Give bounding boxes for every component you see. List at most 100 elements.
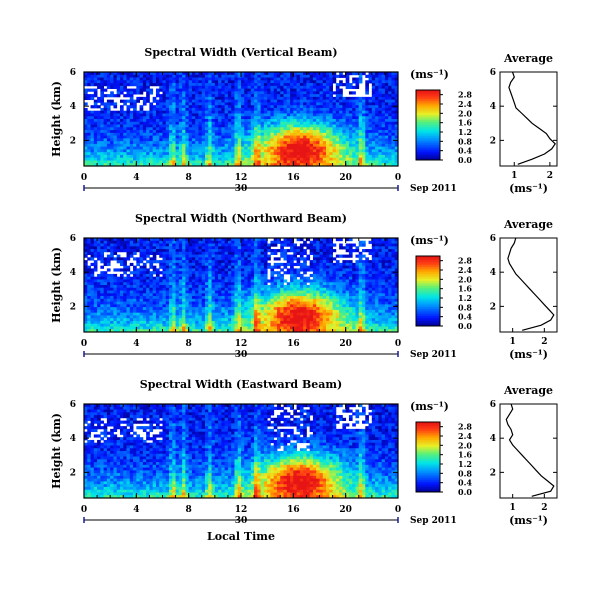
heatmap-cell (149, 323, 154, 327)
heatmap-cell (136, 246, 140, 250)
heatmap-cell (208, 149, 212, 153)
heatmap-cell (319, 99, 324, 103)
heatmap-cell (90, 141, 95, 145)
heatmap-cell (394, 119, 399, 123)
heatmap-cell (205, 110, 209, 114)
heatmap-cell (198, 276, 203, 280)
heatmap-cell (211, 119, 216, 123)
heatmap-cell (205, 307, 209, 311)
heatmap-cell (198, 152, 203, 156)
heatmap-cell (365, 88, 369, 92)
heatmap-cell (110, 138, 114, 142)
heatmap-cell (241, 74, 245, 78)
heatmap-cell (113, 282, 118, 286)
heatmap-cell (172, 121, 176, 125)
heatmap-cell (126, 72, 131, 76)
heatmap-cell (172, 271, 176, 275)
heatmap-cell (97, 290, 101, 294)
heatmap-cell (119, 127, 124, 131)
heatmap-cell (273, 80, 278, 84)
heatmap-cell (205, 74, 209, 78)
heatmap-cell (142, 130, 147, 134)
heatmap-cell (345, 74, 350, 78)
heatmap-cell (113, 119, 118, 123)
heatmap-cell (241, 138, 245, 142)
heatmap-cell (142, 124, 147, 128)
heatmap-cell (339, 143, 343, 148)
heatmap-cell (283, 85, 288, 89)
heatmap-cell (100, 238, 105, 242)
heatmap-cell (329, 77, 333, 81)
heatmap-cell (378, 135, 383, 139)
heatmap-cell (254, 138, 258, 142)
heatmap-cell (260, 143, 265, 148)
heatmap-cell (198, 143, 203, 148)
heatmap-cell (270, 160, 275, 164)
heatmap-cell (205, 88, 209, 92)
heatmap-cell (90, 312, 95, 316)
heatmap-cell (113, 304, 118, 308)
heatmap-cell (224, 246, 229, 250)
heatmap-cell (185, 243, 190, 247)
heatmap-cell (234, 296, 239, 300)
heatmap-cell (195, 285, 199, 289)
heatmap-cell (358, 80, 363, 84)
heatmap-cell (335, 91, 340, 95)
heatmap-cell (152, 163, 157, 167)
heatmap-cell (146, 154, 150, 159)
heatmap-cell (142, 85, 147, 89)
heatmap-cell (227, 124, 232, 128)
heatmap-cell (142, 138, 147, 142)
heatmap-cell (227, 135, 232, 139)
heatmap-cell (335, 83, 340, 87)
heatmap-cell (384, 72, 389, 76)
heatmap-cell (185, 323, 190, 327)
heatmap-cell (205, 282, 209, 286)
heatmap-cell (231, 74, 235, 78)
heatmap-cell (113, 124, 118, 128)
heatmap-cell (309, 77, 314, 81)
heatmap-cell (247, 240, 252, 244)
heatmap-cell (169, 257, 173, 261)
heatmap-cell (208, 251, 212, 255)
heatmap-cell (312, 105, 317, 109)
heatmap-cell (329, 127, 333, 131)
heatmap-cell (335, 138, 340, 142)
heatmap-cell (129, 246, 134, 250)
heatmap-cell (250, 160, 255, 164)
heatmap-cell (394, 154, 399, 159)
heatmap-cell (231, 238, 235, 242)
heatmap-cell (103, 72, 108, 76)
heatmap-cell (149, 315, 154, 319)
heatmap-cell (231, 312, 235, 316)
heatmap-cell (123, 304, 127, 308)
heatmap-cell (263, 149, 268, 153)
heatmap-cell (198, 88, 203, 92)
heatmap-cell (136, 293, 140, 297)
heatmap-cell (250, 141, 255, 145)
heatmap-cell (139, 88, 144, 92)
heatmap-cell (270, 110, 275, 114)
colorbar-segment (416, 95, 440, 98)
heatmap-cell (133, 282, 137, 286)
heatmap-cell (93, 83, 98, 87)
heatmap-cell (237, 315, 242, 319)
heatmap-cell (201, 285, 206, 289)
heatmap-cell (355, 157, 360, 161)
heatmap-cell (234, 323, 239, 327)
heatmap-cell (195, 257, 199, 261)
heatmap-cell (178, 326, 183, 330)
heatmap-cell (155, 320, 160, 325)
heatmap-cell (316, 152, 320, 156)
heatmap-cell (218, 110, 222, 114)
heatmap-cell (84, 119, 88, 123)
heatmap-cell (188, 309, 193, 314)
heatmap-cell (368, 77, 373, 81)
heatmap-cell (106, 113, 111, 117)
heatmap-cell (87, 326, 91, 330)
heatmap-cell (211, 238, 216, 242)
heatmap-cell (339, 149, 343, 153)
heatmap-cell (195, 152, 199, 156)
heatmap-cell (136, 290, 140, 294)
heatmap-cell (90, 296, 95, 300)
